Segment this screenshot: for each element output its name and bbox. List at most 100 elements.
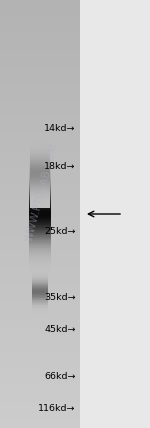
Bar	[0, 385, 80, 386]
Bar	[0, 294, 80, 295]
Bar	[28, 270, 51, 271]
Bar	[30, 206, 50, 207]
Bar	[28, 262, 51, 263]
Bar	[0, 217, 80, 218]
Bar	[28, 236, 51, 237]
Bar	[0, 24, 80, 25]
Bar	[0, 406, 80, 407]
Bar	[0, 58, 80, 59]
Bar	[0, 282, 80, 283]
Bar	[0, 244, 80, 245]
Bar	[0, 146, 80, 148]
Bar	[0, 45, 80, 46]
Bar	[0, 386, 80, 387]
Bar	[0, 393, 80, 394]
Bar	[0, 126, 80, 128]
Bar	[28, 216, 51, 217]
Bar	[0, 43, 80, 44]
Bar	[28, 218, 51, 219]
Bar	[0, 63, 80, 64]
Bar	[0, 14, 80, 15]
Bar	[0, 307, 80, 308]
Bar	[0, 318, 80, 319]
Bar	[28, 155, 51, 156]
Bar	[0, 173, 80, 175]
Text: 45kd→: 45kd→	[44, 325, 76, 334]
Bar	[32, 306, 48, 307]
Bar	[0, 4, 80, 5]
Bar	[0, 383, 80, 384]
Bar	[30, 194, 50, 195]
Bar	[0, 48, 80, 49]
Bar	[0, 103, 80, 104]
Bar	[0, 179, 80, 180]
Bar	[30, 180, 50, 181]
Bar	[28, 228, 51, 229]
Bar	[0, 349, 80, 350]
Bar	[0, 10, 80, 11]
Bar	[30, 178, 50, 179]
Bar	[0, 131, 80, 132]
Bar	[28, 209, 51, 210]
Bar	[30, 160, 50, 161]
Bar	[0, 243, 80, 244]
Bar	[0, 377, 80, 378]
Bar	[0, 300, 80, 302]
Bar	[0, 149, 80, 150]
Bar	[30, 152, 50, 153]
Bar	[0, 117, 80, 118]
Bar	[0, 175, 80, 176]
Bar	[0, 339, 80, 340]
Bar	[0, 70, 80, 71]
Bar	[0, 104, 80, 105]
Bar	[0, 271, 80, 272]
Bar	[0, 253, 80, 255]
Bar	[30, 141, 50, 142]
Bar	[28, 250, 51, 251]
Bar	[0, 384, 80, 385]
Bar	[28, 251, 51, 252]
Bar	[28, 192, 51, 193]
Bar	[0, 356, 80, 357]
Bar	[28, 173, 51, 174]
Bar	[0, 118, 80, 119]
Bar	[28, 239, 51, 240]
Bar	[28, 260, 51, 261]
Bar	[30, 155, 50, 156]
Bar	[0, 299, 80, 300]
Bar	[0, 302, 80, 303]
Bar	[28, 207, 51, 208]
Bar	[0, 94, 80, 95]
Bar	[32, 299, 48, 300]
Bar	[0, 233, 80, 235]
Bar	[0, 359, 80, 360]
Bar	[0, 55, 80, 56]
Bar	[0, 57, 80, 58]
Bar	[32, 298, 48, 299]
Bar	[30, 199, 50, 200]
Bar	[0, 332, 80, 333]
Bar	[28, 203, 51, 204]
Bar	[0, 343, 80, 345]
Bar	[0, 115, 80, 116]
Bar	[0, 272, 80, 273]
Bar	[30, 179, 50, 180]
Bar	[0, 365, 80, 366]
Bar	[0, 411, 80, 412]
Bar	[0, 64, 80, 65]
Bar	[28, 229, 51, 230]
Bar	[28, 254, 51, 255]
Bar	[0, 152, 80, 153]
Bar	[0, 293, 80, 294]
Bar	[28, 267, 51, 268]
Bar	[0, 259, 80, 260]
Bar	[28, 244, 51, 245]
Bar	[0, 396, 80, 397]
Bar	[0, 21, 80, 22]
Bar	[30, 149, 50, 150]
Bar	[0, 370, 80, 372]
Bar	[32, 310, 48, 311]
Bar	[0, 241, 80, 242]
Bar	[32, 313, 48, 314]
Bar	[32, 304, 48, 305]
